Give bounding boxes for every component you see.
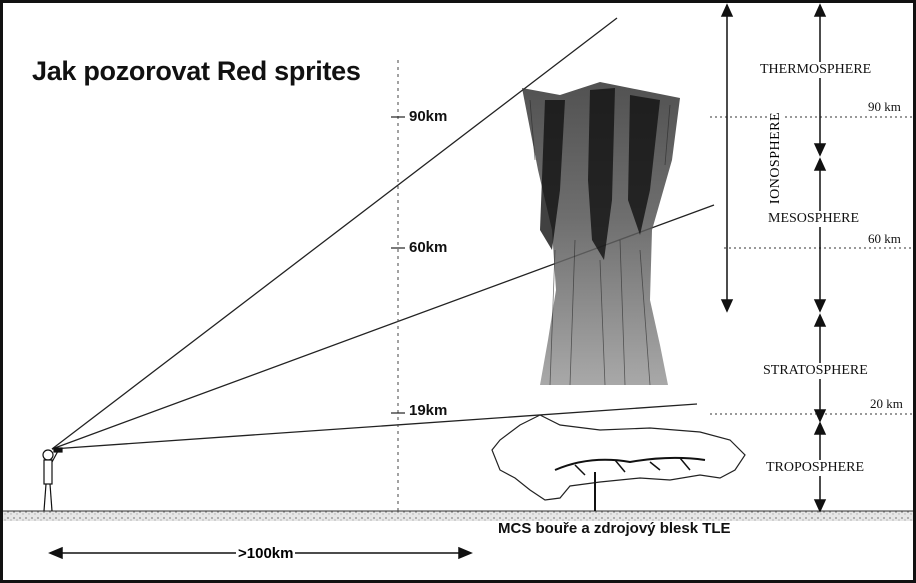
storm-cloud	[491, 414, 746, 511]
observer-figure	[42, 447, 63, 512]
stratosphere-label: STRATOSPHERE	[763, 363, 868, 379]
altitude-label-60km: 60km	[409, 239, 448, 256]
altitude-label-90km: 90km	[409, 108, 448, 125]
boundary-label-60km: 60 km	[868, 231, 901, 246]
boundary-label-90km: 90 km	[868, 99, 901, 114]
storm-caption: MCS bouře a zdrojový blesk TLE	[498, 520, 731, 537]
ground	[3, 511, 913, 521]
thermosphere-label: THERMOSPHERE	[760, 62, 872, 78]
layer-arrows	[720, 3, 827, 513]
altitude-ticks	[391, 116, 405, 414]
layer-boundaries	[710, 116, 912, 415]
diagram-title: Jak pozorovat Red sprites	[32, 56, 361, 86]
red-sprite	[522, 82, 680, 386]
troposphere-label: TROPOSPHERE	[766, 460, 865, 476]
altitude-label-19km: 19km	[409, 402, 448, 419]
distance-label: >100km	[236, 545, 296, 562]
ionosphere-label: IONOSPHERE	[768, 98, 784, 218]
mesosphere-label: MESOSPHERE	[768, 211, 860, 227]
boundary-label-20km: 20 km	[870, 396, 903, 411]
